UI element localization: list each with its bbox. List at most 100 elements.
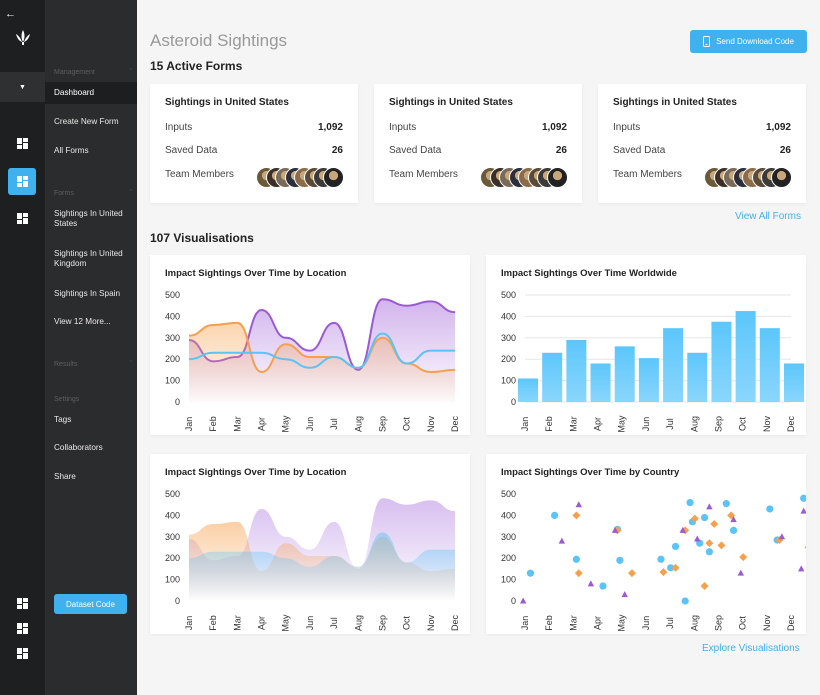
scatter-point-circle xyxy=(705,548,713,556)
scatter-point-circle xyxy=(572,555,580,563)
section-results[interactable]: Results ˇ xyxy=(54,361,132,368)
bar xyxy=(638,358,659,402)
section-management[interactable]: Management ˆ xyxy=(54,69,132,76)
y-tick-label: 500 xyxy=(165,489,180,499)
x-tick-label: Jul xyxy=(329,617,339,629)
sidebar-item-uk[interactable]: Sightings In United Kingdom xyxy=(54,249,123,268)
scatter-point-circle xyxy=(681,597,689,605)
avatar[interactable] xyxy=(546,167,568,188)
team-avatars[interactable] xyxy=(704,167,792,188)
lotus-logo-icon[interactable] xyxy=(13,28,33,51)
x-tick-label: Apr xyxy=(593,417,603,431)
team-avatars[interactable] xyxy=(480,167,568,188)
x-tick-label: Nov xyxy=(426,615,436,632)
bar xyxy=(566,339,587,402)
y-tick-label: 300 xyxy=(501,532,516,542)
rail-dashboard-4[interactable] xyxy=(0,590,45,617)
phone-icon xyxy=(703,36,711,47)
avatar[interactable] xyxy=(770,167,792,188)
scatter-point-triangle xyxy=(798,565,805,572)
chart-card-area[interactable]: Impact Sightings Over Time by Location 0… xyxy=(150,454,470,634)
chart-card-bar[interactable]: Impact Sightings Over Time Worldwide 0 10… xyxy=(486,255,806,435)
team-row: Team Members xyxy=(613,169,682,180)
inputs-label: Inputs xyxy=(389,122,417,133)
bar xyxy=(518,378,538,402)
dataset-code-button[interactable]: Dataset Code xyxy=(54,594,127,614)
scatter-point-triangle xyxy=(800,507,806,514)
inputs-value: 1,092 xyxy=(765,122,791,133)
saved-row: Saved Data 26 xyxy=(165,145,343,156)
team-label: Team Members xyxy=(389,169,458,180)
sidebar-item-create-form[interactable]: Create New Form xyxy=(54,117,119,126)
scatter-point-circle xyxy=(657,555,665,563)
scatter-point-circle xyxy=(667,564,675,572)
x-tick-label: Jun xyxy=(305,417,315,432)
scatter-point-diamond xyxy=(574,569,583,578)
saved-row: Saved Data 26 xyxy=(389,145,567,156)
rail-dashboard-active[interactable] xyxy=(8,168,36,195)
send-download-code-label: Send Download Code xyxy=(716,37,794,46)
dashboard-icon xyxy=(17,623,28,634)
x-tick-label: Sep xyxy=(377,416,387,432)
icon-rail: ← ▼ xyxy=(0,0,45,695)
inputs-row: Inputs 1,092 xyxy=(613,122,791,133)
bar-chart: 0 100 200 300 400 500 Jan Feb Mar Apr May Jun Jul Aug… xyxy=(501,290,804,433)
chart-title: Impact Sightings Over Time Worldwide xyxy=(501,268,677,279)
chart-title: Impact Sightings Over Time by Location xyxy=(165,467,347,478)
chart-card-line[interactable]: Impact Sightings Over Time by Location 0… xyxy=(150,255,470,435)
sidebar-item-us[interactable]: Sightings In United States xyxy=(54,209,123,228)
y-tick-label: 100 xyxy=(165,575,180,585)
x-tick-label: Jun xyxy=(641,616,651,631)
sidebar-item-tags[interactable]: Tags xyxy=(54,415,72,424)
x-tick-label: Jul xyxy=(665,418,675,430)
rail-dashboard-1[interactable] xyxy=(0,130,45,157)
sidebar-item-more[interactable]: View 12 More... xyxy=(54,317,111,326)
x-tick-label: Feb xyxy=(208,416,218,432)
visualisations-heading: 107 Visualisations xyxy=(150,231,254,245)
rail-dashboard-6[interactable] xyxy=(0,640,45,667)
form-title: Sightings in United States xyxy=(165,97,289,108)
form-card[interactable]: Sightings in United States Inputs 1,092 S… xyxy=(150,84,358,203)
sidebar-item-spain[interactable]: Sightings In Spain xyxy=(54,289,120,298)
form-card[interactable]: Sightings in United States Inputs 1,092 S… xyxy=(374,84,582,203)
dashboard-icon xyxy=(16,176,28,187)
team-avatars[interactable] xyxy=(256,167,344,188)
section-forms[interactable]: Forms ˆ xyxy=(54,190,132,197)
section-settings: Settings xyxy=(54,396,132,403)
view-all-forms-link[interactable]: View All Forms xyxy=(735,211,801,222)
team-row: Team Members xyxy=(165,169,234,180)
rail-dashboard-3[interactable] xyxy=(0,205,45,232)
sidebar-item-all-forms[interactable]: All Forms xyxy=(54,146,89,155)
sidebar-item-collaborators[interactable]: Collaborators xyxy=(54,443,103,452)
y-tick-label: 0 xyxy=(511,596,516,606)
send-download-code-button[interactable]: Send Download Code xyxy=(690,30,807,53)
x-tick-label: Dec xyxy=(450,615,460,632)
back-arrow-icon[interactable]: ← xyxy=(5,8,16,20)
inputs-label: Inputs xyxy=(165,122,193,133)
avatar[interactable] xyxy=(322,167,344,188)
scatter-point-triangle xyxy=(575,501,582,508)
scatter-point-triangle xyxy=(730,516,737,523)
x-tick-label: Oct xyxy=(738,417,748,432)
dashboard-icon xyxy=(17,138,28,149)
x-tick-label: Feb xyxy=(208,615,218,631)
y-tick-label: 0 xyxy=(175,397,180,407)
scatter-point-circle xyxy=(599,582,607,590)
chart-card-scatter[interactable]: Impact Sightings Over Time by Country 0 1… xyxy=(486,454,806,634)
forms-heading: 15 Active Forms xyxy=(150,59,243,73)
x-tick-label: Nov xyxy=(762,615,772,632)
scatter-point-triangle xyxy=(778,533,786,540)
rail-dashboard-5[interactable] xyxy=(0,615,45,642)
x-tick-label: Oct xyxy=(402,616,412,631)
x-tick-label: Apr xyxy=(257,616,267,630)
sidebar-item-dashboard[interactable]: Dashboard xyxy=(45,82,137,104)
series-area xyxy=(189,532,455,601)
form-card[interactable]: Sightings in United States Inputs 1,092 S… xyxy=(598,84,806,203)
x-tick-label: Jan xyxy=(184,417,194,432)
x-tick-label: Dec xyxy=(450,416,460,433)
sidebar-item-share[interactable]: Share xyxy=(54,472,76,481)
explore-visualisations-link[interactable]: Explore Visualisations xyxy=(702,643,800,654)
x-tick-label: Mar xyxy=(568,615,578,631)
rail-dropdown[interactable]: ▼ xyxy=(0,72,45,102)
inputs-value: 1,092 xyxy=(541,122,567,133)
